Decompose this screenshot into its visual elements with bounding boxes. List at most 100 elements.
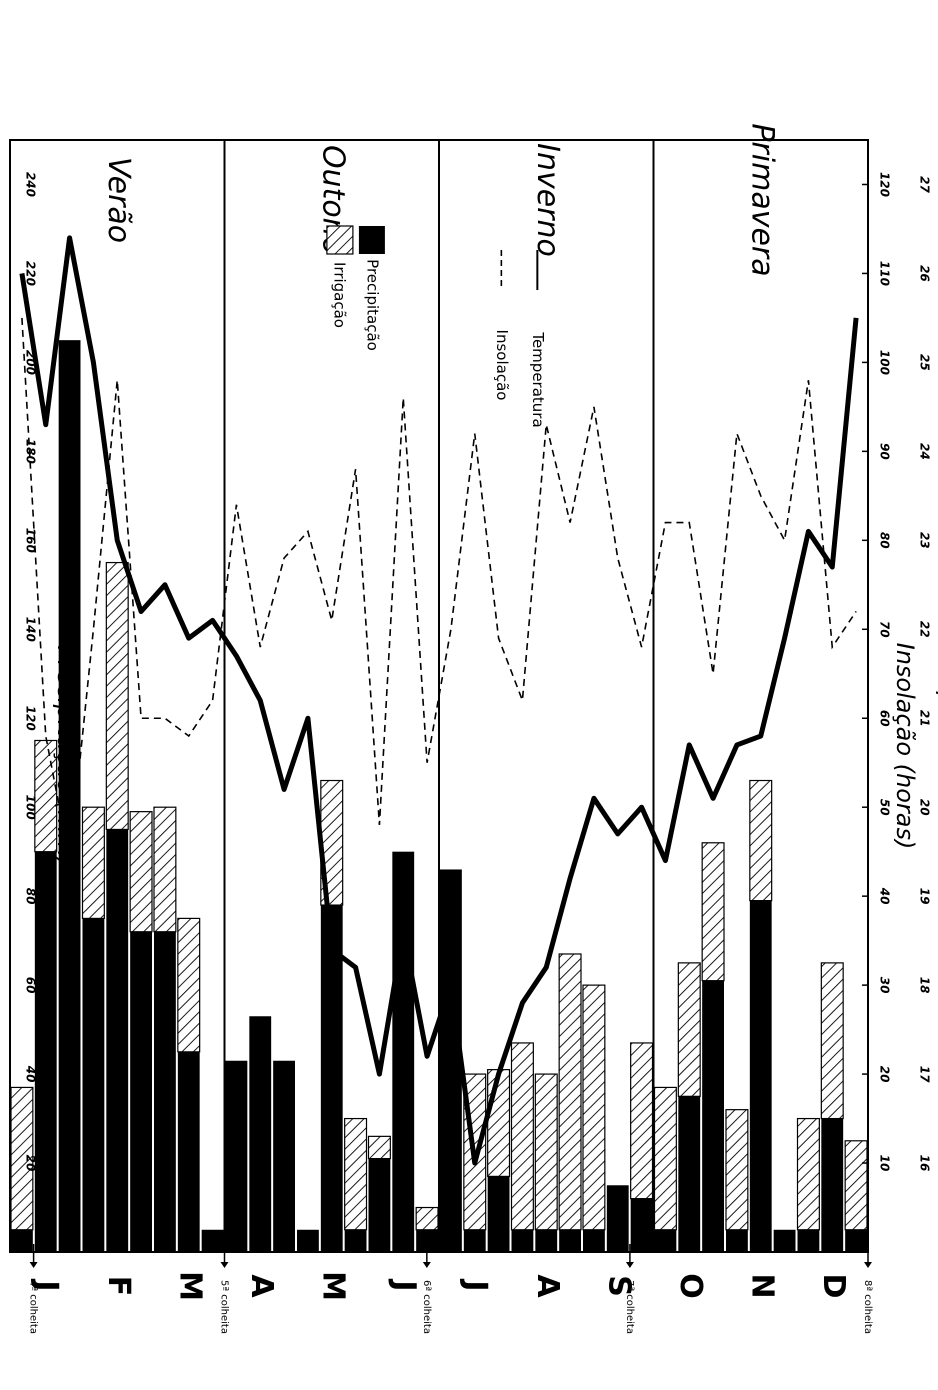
insolation-tick-label: 40	[878, 887, 892, 905]
legend-label-irrigation: Irrigação	[330, 262, 348, 328]
irrigation-bar	[701, 842, 725, 982]
precipitation-bar	[797, 1229, 820, 1252]
precipitation-bar	[463, 1229, 486, 1252]
month-label: S	[601, 1275, 636, 1297]
irrigation-bar	[153, 806, 177, 933]
y-axis-title-insolation: Insolação (horas)	[891, 643, 919, 850]
precipitation-tick-label: 20	[24, 1155, 38, 1172]
insolation-line	[21, 317, 857, 861]
temperature-line	[19, 235, 859, 1166]
temperature-tick-label: 19	[918, 888, 932, 905]
precipitation-bar	[249, 1016, 272, 1252]
harvest-arrowhead	[29, 1262, 38, 1268]
precipitation-tick-label: 200	[24, 350, 38, 375]
insolation-tick-label: 50	[878, 799, 892, 816]
month-label: N	[744, 1273, 779, 1298]
precipitation-tick-label: 160	[24, 528, 38, 553]
precipitation-bar	[344, 1229, 367, 1252]
irrigation-bar	[344, 1117, 368, 1231]
axes-layer	[9, 139, 872, 1268]
precipitation-bar	[606, 1185, 629, 1252]
irrigation-bar	[820, 962, 844, 1120]
irrigation-bar	[129, 811, 153, 933]
insolation-tick-label: 60	[878, 710, 892, 727]
precipitation-bar	[440, 869, 462, 1252]
precipitation-bar	[654, 1229, 677, 1252]
irrigation-bar	[534, 1073, 558, 1231]
precipitation-bar	[583, 1229, 605, 1252]
harvest-label: 8ª colheita	[862, 1280, 873, 1334]
precipitation-bar	[130, 931, 152, 1252]
harvest-arrowhead	[625, 1262, 634, 1268]
month-label: M	[172, 1271, 207, 1301]
precipitation-bar	[773, 1229, 796, 1252]
insolation-tick-label: 10	[878, 1155, 892, 1172]
insolation-tick-label: 20	[878, 1066, 892, 1083]
precipitation-bar	[58, 340, 81, 1252]
precipitation-tick-label: 120	[24, 706, 38, 731]
precipitation-bar	[106, 829, 129, 1252]
season-label: Primavera	[744, 123, 779, 276]
precipitation-bar	[273, 1060, 295, 1252]
month-label: A	[244, 1274, 279, 1298]
insolation-tick-label: 110	[878, 261, 892, 286]
precipitation-bar	[821, 1118, 844, 1252]
irrigation-bar	[105, 561, 129, 831]
grid-layer	[223, 140, 655, 1252]
insolation-tick-label: 30	[878, 977, 892, 994]
precipitation-bar	[559, 1229, 581, 1252]
precipitation-bar	[749, 900, 772, 1252]
precipitation-bar	[82, 918, 105, 1252]
precipitation-bar	[535, 1229, 558, 1252]
precipitation-bar	[630, 1198, 653, 1252]
precipitation-tick-label: 80	[24, 888, 38, 905]
irrigation-bar	[367, 1135, 391, 1160]
irrigation-bar	[725, 1109, 749, 1231]
precipitation-tick-label: 100	[24, 795, 38, 820]
harvest-label: 6ª colheita	[421, 1280, 432, 1334]
labels-layer: 20 40 60 80 100 120 140 160 180 200 220 240 10 20 30 40…	[24, 123, 938, 1334]
temperature-tick-label: 16	[918, 1155, 932, 1172]
lines-layer	[19, 235, 859, 1166]
season-label: Verão	[101, 157, 136, 243]
precipitation-tick-label: 140	[24, 617, 38, 642]
harvest-arrowhead	[220, 1262, 229, 1268]
irrigation-bar	[653, 1086, 677, 1231]
harvest-label: 5ª colheita	[219, 1280, 230, 1334]
precipitation-bar	[726, 1229, 748, 1252]
precipitation-bar	[368, 1158, 391, 1252]
irrigation-bar	[34, 739, 58, 853]
irrigation-bar	[749, 779, 773, 902]
precipitation-bar	[154, 931, 176, 1252]
harvest-label: 4ª colheita	[28, 1280, 39, 1334]
plot-frame	[9, 139, 869, 1253]
precipitation-tick-label: 40	[24, 1065, 38, 1083]
irrigation-bar	[796, 1117, 820, 1231]
y-axis-title-temperature: Temperatura (°C)	[935, 642, 938, 851]
precipitation-tick-label: 180	[24, 439, 38, 464]
irrigation-bar	[177, 917, 201, 1053]
legend-label-temperature: Temperatura	[529, 331, 547, 427]
precipitation-bar	[511, 1229, 534, 1252]
precipitation-tick-label: 60	[24, 977, 38, 994]
harvest-arrowhead	[864, 1262, 872, 1268]
irrigation-bar	[415, 1206, 439, 1231]
month-label: J	[458, 1278, 493, 1291]
temperature-tick-label: 17	[918, 1066, 932, 1083]
irrigation-bar	[81, 806, 105, 920]
harvest-label: 7ª colheita	[624, 1280, 635, 1334]
temperature-tick-label: 24	[918, 443, 932, 460]
temperature-tick-label: 23	[918, 532, 932, 549]
irrigation-bar	[510, 1042, 534, 1231]
insolation-tick-label: 70	[878, 621, 892, 638]
legend-swatch-precipitation	[358, 226, 385, 254]
temperature-tick-label: 26	[918, 265, 932, 282]
precipitation-bar	[225, 1060, 248, 1252]
harvest-arrowhead	[422, 1262, 431, 1268]
precipitation-tick-label: 220	[24, 261, 38, 286]
temperature-tick-label: 20	[918, 799, 932, 816]
precipitation-bar	[702, 980, 724, 1252]
month-label: O	[673, 1273, 708, 1299]
temperature-tick-label: 21	[918, 710, 932, 727]
